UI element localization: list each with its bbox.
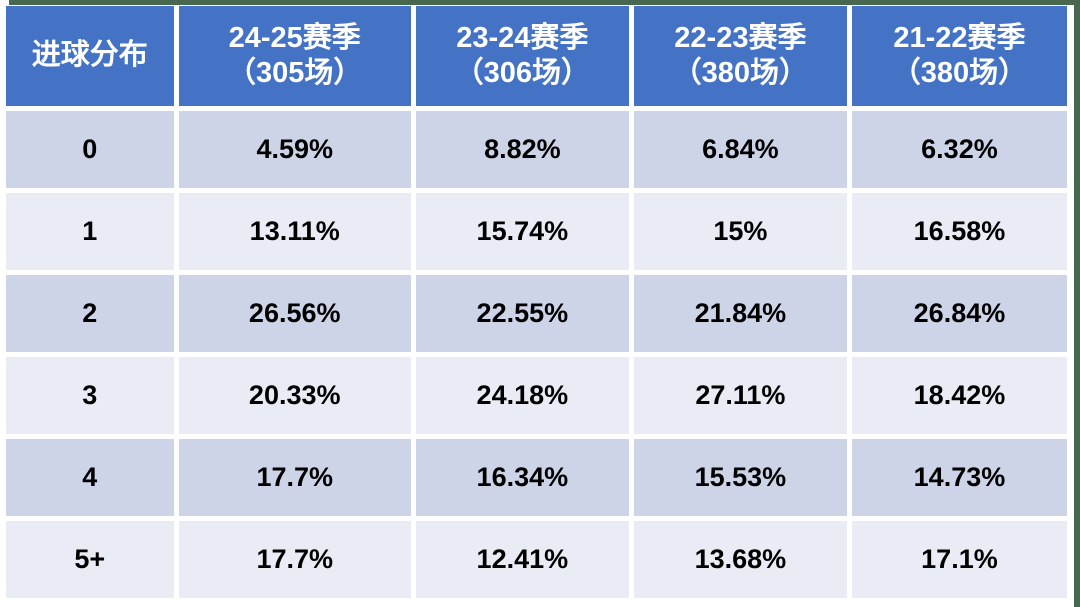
table-row-goals-0: 0 4.59% 8.82% 6.84% 6.32% [6,111,1067,188]
table-row-goals-1: 1 13.11% 15.74% 15% 16.58% [6,193,1067,270]
data-cell: 20.33% [178,357,411,434]
data-cell: 17.7% [178,521,411,598]
data-cell: 21.84% [633,275,847,352]
table-row-goals-2: 2 26.56% 22.55% 21.84% 26.84% [6,275,1067,352]
data-cell: 13.11% [178,193,411,270]
column-header-season-23-24: 23-24赛季 （306场） [415,6,629,106]
row-header: 3 [6,357,174,434]
data-cell: 4.59% [178,111,411,188]
table-row-goals-4: 4 17.7% 16.34% 15.53% 14.73% [6,439,1067,516]
matches-label: （306场） [454,57,591,89]
season-label: 24-25赛季 [228,21,361,54]
background-frame-top [9,0,1080,5]
data-cell: 26.84% [851,275,1067,352]
data-cell: 22.55% [415,275,629,352]
row-header: 1 [6,193,174,270]
table-row-goals-3: 3 20.33% 24.18% 27.11% 18.42% [6,357,1067,434]
data-cell: 14.73% [851,439,1067,516]
row-header: 2 [6,275,174,352]
data-cell: 17.1% [851,521,1067,598]
data-cell: 26.56% [178,275,411,352]
data-cell: 8.82% [415,111,629,188]
matches-label: （380场） [672,57,809,89]
row-header: 5+ [6,521,174,598]
data-cell: 17.7% [178,439,411,516]
corner-header-cell: 进球分布 [6,6,174,106]
data-cell: 27.11% [633,357,847,434]
data-cell: 6.32% [851,111,1067,188]
data-cell: 12.41% [415,521,629,598]
header-row: 进球分布 24-25赛季 （305场） 23-24赛季 （306场） 22-23… [6,6,1067,106]
background-frame-right [1074,0,1080,607]
data-cell: 16.34% [415,439,629,516]
table-row-goals-5plus: 5+ 17.7% 12.41% 13.68% 17.1% [6,521,1067,598]
data-cell: 18.42% [851,357,1067,434]
corner-label: 进球分布 [31,39,148,72]
column-header-season-24-25: 24-25赛季 （305场） [178,6,411,106]
column-header-season-21-22: 21-22赛季 （380场） [851,6,1067,106]
data-cell: 24.18% [415,357,629,434]
row-header: 4 [6,439,174,516]
matches-label: （380场） [891,57,1028,89]
data-cell: 6.84% [633,111,847,188]
season-label: 23-24赛季 [456,21,589,54]
data-cell: 15.74% [415,193,629,270]
data-cell: 15% [633,193,847,270]
data-cell: 15.53% [633,439,847,516]
season-label: 22-23赛季 [674,21,807,54]
row-header: 0 [6,111,174,188]
season-label: 21-22赛季 [893,21,1026,54]
data-cell: 16.58% [851,193,1067,270]
data-cell: 13.68% [633,521,847,598]
column-header-season-22-23: 22-23赛季 （380场） [633,6,847,106]
matches-label: （305场） [227,57,363,89]
